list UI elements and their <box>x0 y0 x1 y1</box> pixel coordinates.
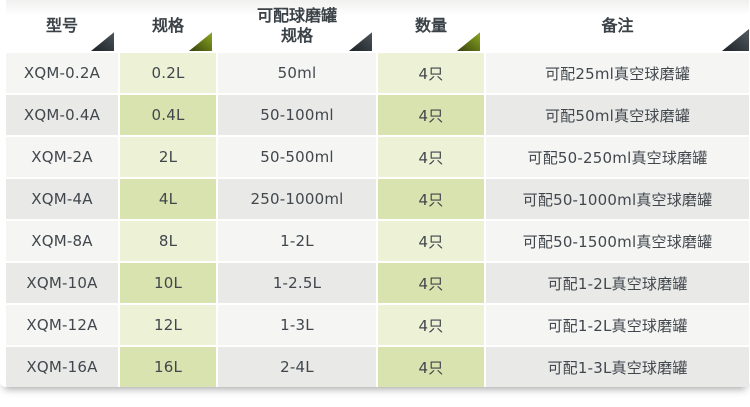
header-quantity: 数量 <box>372 0 484 51</box>
cell-qty: 4只 <box>378 263 484 303</box>
cell-model: XQM-8A <box>6 221 118 261</box>
cell-model: XQM-0.4A <box>6 95 118 135</box>
cell-qty: 4只 <box>378 221 484 261</box>
cell-spec: 10L <box>120 263 216 303</box>
cell-spec: 0.4L <box>120 95 216 135</box>
cell-jar-size: 1-2L <box>218 221 376 261</box>
cell-spec: 4L <box>120 179 216 219</box>
cell-spec: 0.2L <box>120 53 216 93</box>
spec-table: 型号 规格 可配球磨罐 规格 数量 备注 XQM-0.2A 0.2L 50ml … <box>6 0 749 387</box>
cell-qty: 4只 <box>378 137 484 177</box>
cell-model: XQM-2A <box>6 137 118 177</box>
cell-qty: 4只 <box>378 347 484 387</box>
cell-model: XQM-12A <box>6 305 118 345</box>
cell-model: XQM-16A <box>6 347 118 387</box>
cell-model: XQM-0.2A <box>6 53 118 93</box>
cell-spec: 12L <box>120 305 216 345</box>
cell-spec: 16L <box>120 347 216 387</box>
cell-note: 可配50-1000ml真空球磨罐 <box>486 179 749 219</box>
cell-jar-size: 1-3L <box>218 305 376 345</box>
cell-spec: 2L <box>120 137 216 177</box>
cell-jar-size: 1-2.5L <box>218 263 376 303</box>
cell-note: 可配1-3L真空球磨罐 <box>486 347 749 387</box>
header-model: 型号 <box>6 0 118 51</box>
header-note-label: 备注 <box>601 15 634 35</box>
header-quantity-label: 数量 <box>414 15 447 35</box>
header-note: 备注 <box>480 0 749 51</box>
corner-triangle-icon <box>722 29 749 51</box>
cell-note: 可配25ml真空球磨罐 <box>486 53 749 93</box>
cell-note: 可配50-1500ml真空球磨罐 <box>486 221 749 261</box>
cell-note: 可配50ml真空球磨罐 <box>486 95 749 135</box>
cell-jar-size: 50ml <box>218 53 376 93</box>
cell-jar-size: 50-500ml <box>218 137 376 177</box>
cell-qty: 4只 <box>378 305 484 345</box>
cell-note: 可配1-2L真空球磨罐 <box>486 263 749 303</box>
header-model-label: 型号 <box>45 15 78 35</box>
cell-note: 可配1-2L真空球磨罐 <box>486 305 749 345</box>
cell-jar-size: 250-1000ml <box>218 179 376 219</box>
header-spec: 规格 <box>114 0 216 51</box>
header-jar-size-label: 可配球磨罐 规格 <box>256 5 337 45</box>
cell-note: 可配50-250ml真空球磨罐 <box>486 137 749 177</box>
header-jar-size: 可配球磨罐 规格 <box>212 0 376 51</box>
header-spec-label: 规格 <box>151 15 184 35</box>
cell-qty: 4只 <box>378 53 484 93</box>
cell-jar-size: 2-4L <box>218 347 376 387</box>
cell-model: XQM-4A <box>6 179 118 219</box>
cell-jar-size: 50-100ml <box>218 95 376 135</box>
cell-spec: 8L <box>120 221 216 261</box>
cell-model: XQM-10A <box>6 263 118 303</box>
cell-qty: 4只 <box>378 95 484 135</box>
cell-qty: 4只 <box>378 179 484 219</box>
